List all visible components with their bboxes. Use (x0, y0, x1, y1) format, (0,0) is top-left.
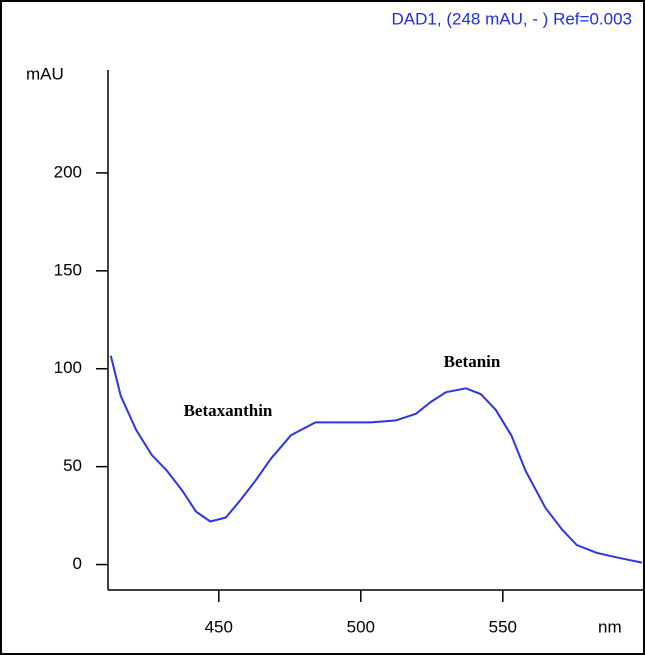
x-tick-label: 450 (205, 617, 233, 636)
annotation: Betanin (444, 352, 501, 371)
y-tick-label: 50 (63, 456, 82, 475)
y-tick-label: 150 (54, 260, 82, 279)
y-tick-label: 100 (54, 358, 82, 377)
x-axis-label: nm (598, 617, 622, 636)
y-axis-label: mAU (26, 64, 64, 83)
spectrum-line (109, 355, 643, 564)
y-tick-label: 200 (54, 162, 82, 181)
annotation: Betaxanthin (184, 401, 273, 420)
chart-title: DAD1, (248 mAU, - ) Ref=0.003 (392, 9, 632, 28)
x-tick-label: 500 (347, 617, 375, 636)
x-tick-label: 550 (489, 617, 517, 636)
y-tick-label: 0 (73, 554, 82, 573)
